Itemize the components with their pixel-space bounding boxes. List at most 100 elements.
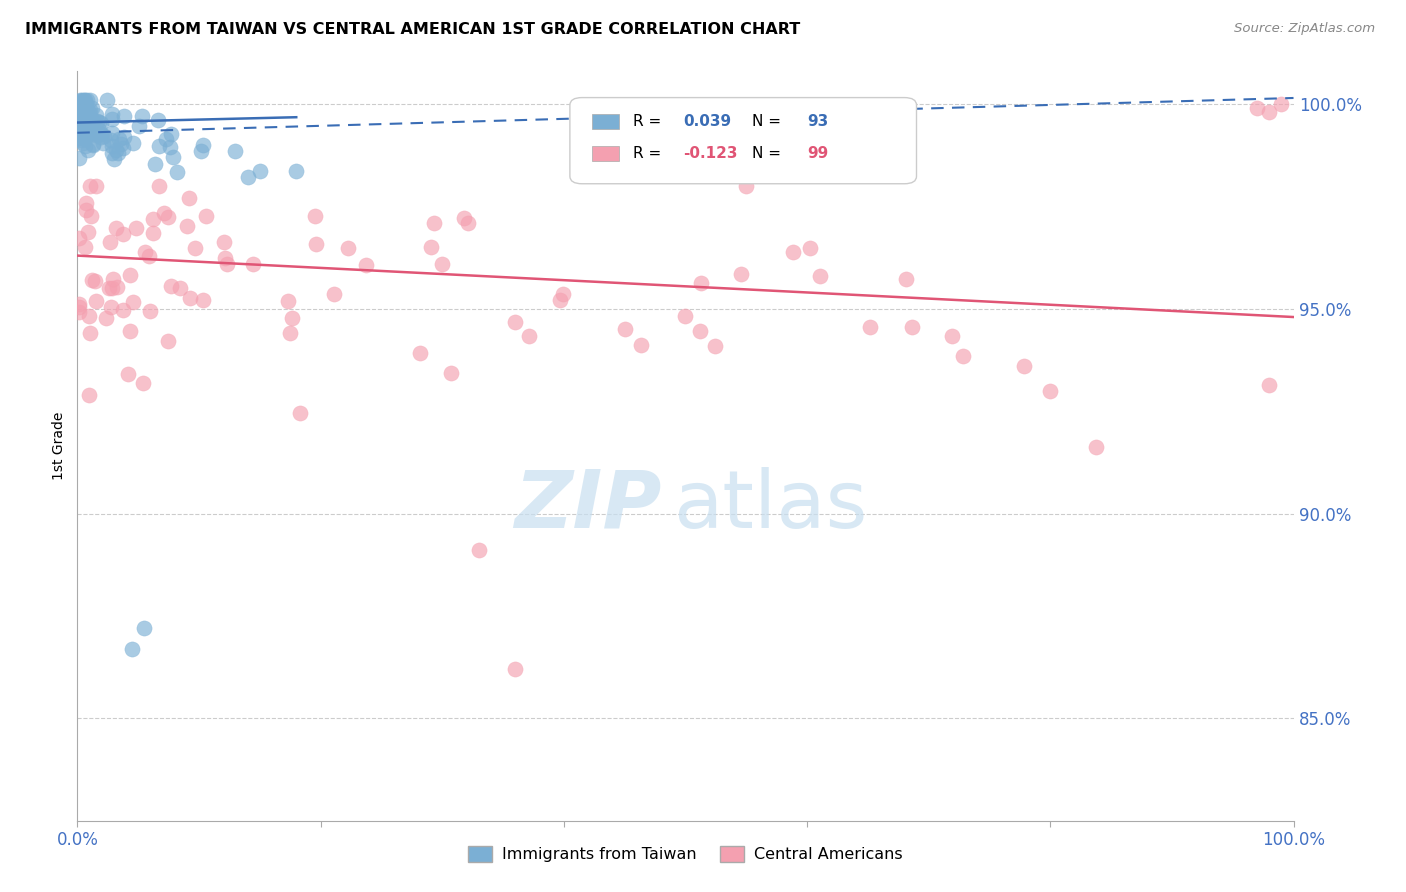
Point: [75, 118, 97, 132]
Point: [1039, 384, 1062, 398]
Point: [808, 268, 831, 283]
Point: [169, 281, 191, 295]
Point: [77, 104, 100, 119]
Point: [77, 387, 100, 401]
Point: [423, 216, 446, 230]
Point: [138, 248, 160, 262]
Point: [236, 170, 259, 185]
Point: [305, 237, 328, 252]
Point: [73, 113, 96, 128]
Point: [613, 322, 636, 336]
Point: [128, 119, 150, 133]
Point: [894, 272, 917, 286]
Point: [72, 136, 94, 150]
Point: [1258, 105, 1281, 120]
Point: [72, 108, 94, 122]
Point: [89, 114, 111, 128]
Point: [131, 109, 153, 123]
Point: [101, 112, 124, 126]
Point: [703, 339, 725, 353]
Point: [112, 109, 135, 123]
Point: [224, 144, 246, 158]
Point: [457, 216, 479, 230]
Point: [132, 376, 155, 390]
Point: [278, 326, 301, 340]
Point: [440, 366, 463, 380]
Y-axis label: 1st Grade: 1st Grade: [52, 412, 66, 480]
Point: [105, 143, 128, 157]
Point: [190, 144, 212, 158]
Point: [134, 621, 156, 635]
Point: [79, 179, 101, 194]
Point: [735, 179, 758, 194]
Point: [242, 257, 264, 271]
Point: [111, 302, 134, 317]
Point: [67, 113, 90, 128]
Point: [550, 293, 572, 308]
Point: [159, 140, 181, 154]
Point: [100, 138, 122, 153]
Point: [75, 100, 97, 114]
Point: [93, 136, 115, 150]
Point: [82, 138, 104, 153]
Point: [76, 109, 98, 123]
Point: [67, 300, 90, 314]
Point: [249, 163, 271, 178]
Point: [122, 136, 145, 151]
Point: [75, 105, 97, 120]
Point: [195, 209, 218, 223]
Legend: Immigrants from Taiwan, Central Americans: Immigrants from Taiwan, Central American…: [463, 839, 908, 869]
Point: [285, 164, 308, 178]
Point: [281, 310, 304, 325]
Point: [67, 120, 90, 135]
Point: [156, 211, 179, 225]
Point: [82, 113, 104, 128]
Point: [467, 543, 489, 558]
Point: [277, 293, 299, 308]
Point: [139, 303, 162, 318]
Text: N =: N =: [752, 114, 786, 129]
Point: [153, 206, 176, 220]
Point: [148, 139, 170, 153]
Point: [75, 93, 97, 107]
Point: [900, 319, 922, 334]
Point: [69, 93, 91, 107]
Point: [156, 334, 179, 348]
Text: Source: ZipAtlas.com: Source: ZipAtlas.com: [1234, 22, 1375, 36]
Point: [107, 132, 129, 146]
Point: [215, 257, 238, 271]
Point: [503, 315, 526, 329]
FancyBboxPatch shape: [592, 146, 619, 161]
Point: [75, 97, 97, 112]
Point: [79, 310, 101, 324]
Point: [179, 291, 201, 305]
Point: [689, 324, 711, 338]
Text: 99: 99: [807, 146, 828, 161]
Point: [73, 129, 96, 144]
Point: [941, 328, 963, 343]
Point: [67, 151, 90, 165]
Point: [76, 123, 98, 137]
Point: [193, 137, 215, 152]
Point: [101, 281, 124, 295]
Point: [89, 129, 111, 144]
Point: [503, 662, 526, 676]
Text: 0.039: 0.039: [683, 114, 731, 129]
Point: [90, 116, 112, 130]
Point: [70, 133, 93, 147]
Point: [67, 305, 90, 319]
Point: [159, 128, 181, 142]
Point: [117, 367, 139, 381]
Point: [212, 235, 235, 250]
Point: [93, 129, 115, 144]
Point: [69, 99, 91, 113]
Point: [453, 211, 475, 226]
Point: [517, 328, 540, 343]
Point: [799, 241, 821, 255]
Point: [1085, 440, 1108, 454]
Point: [101, 126, 124, 140]
Point: [121, 295, 143, 310]
Point: [77, 144, 100, 158]
Point: [77, 109, 100, 123]
Point: [859, 319, 882, 334]
